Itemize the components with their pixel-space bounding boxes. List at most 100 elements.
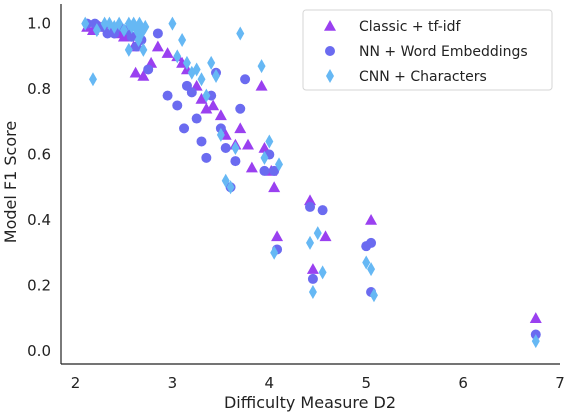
data-point-s2-15 bbox=[124, 42, 133, 57]
x-tick-label: 7 bbox=[555, 374, 564, 392]
data-point-s2-28 bbox=[216, 127, 225, 142]
data-point-s1-25 bbox=[230, 156, 241, 167]
data-point-s2-34 bbox=[260, 150, 269, 165]
x-tick-label: 2 bbox=[71, 374, 81, 392]
legend-marker bbox=[325, 46, 335, 56]
data-point-s2-45 bbox=[531, 334, 540, 349]
data-point-s1-12 bbox=[162, 90, 173, 101]
data-point-s2-18 bbox=[168, 16, 177, 31]
data-point-s1-36 bbox=[366, 237, 377, 248]
data-point-s0-33 bbox=[306, 263, 319, 274]
x-tick-label: 4 bbox=[265, 374, 275, 392]
data-points bbox=[81, 16, 542, 349]
data-point-s0-21 bbox=[214, 109, 227, 121]
data-point-s1-33 bbox=[307, 273, 318, 284]
data-point-s2-40 bbox=[313, 226, 322, 241]
data-point-s2-16 bbox=[134, 33, 143, 47]
data-point-s2-35 bbox=[265, 134, 274, 149]
data-point-s2-43 bbox=[367, 262, 376, 277]
data-point-s0-13 bbox=[161, 47, 174, 58]
data-point-s1-16 bbox=[186, 87, 197, 98]
data-point-s0-36 bbox=[529, 312, 542, 323]
data-point-s2-39 bbox=[308, 285, 317, 299]
y-tick-label: 0.8 bbox=[27, 80, 51, 98]
data-point-s2-41 bbox=[318, 265, 327, 280]
data-point-s2-38 bbox=[306, 235, 315, 250]
data-point-s0-27 bbox=[255, 79, 268, 91]
data-point-s0-9 bbox=[129, 66, 142, 78]
legend-label: Classic + tf-idf bbox=[359, 19, 462, 35]
data-point-s1-13 bbox=[172, 100, 183, 111]
data-point-s1-32 bbox=[305, 201, 316, 212]
data-point-s2-30 bbox=[226, 180, 235, 195]
data-point-s1-14 bbox=[179, 123, 190, 134]
data-point-s2-42 bbox=[362, 255, 371, 270]
data-point-s1-30 bbox=[269, 165, 280, 176]
data-point-s2-0 bbox=[81, 16, 90, 31]
data-point-s1-7 bbox=[126, 31, 137, 42]
data-point-s2-2 bbox=[92, 23, 101, 38]
x-tick-label: 3 bbox=[168, 374, 178, 392]
data-point-s0-10 bbox=[137, 70, 150, 81]
data-point-s1-18 bbox=[196, 136, 207, 147]
legend-label: NN + Word Embeddings bbox=[359, 44, 528, 60]
data-point-s2-14 bbox=[141, 19, 150, 34]
data-point-s0-25 bbox=[242, 138, 255, 150]
data-point-s0-30 bbox=[268, 181, 281, 193]
data-point-s1-11 bbox=[152, 28, 163, 39]
data-point-s1-26 bbox=[235, 103, 246, 114]
data-point-s2-21 bbox=[182, 55, 191, 70]
data-point-s1-28 bbox=[259, 165, 270, 176]
data-point-s2-26 bbox=[207, 55, 216, 70]
data-point-s2-1 bbox=[88, 72, 97, 87]
x-tick-label: 6 bbox=[458, 374, 468, 392]
data-point-s2-44 bbox=[369, 288, 378, 303]
y-axis-label: Model F1 Score bbox=[1, 121, 20, 243]
data-point-s2-37 bbox=[275, 157, 284, 172]
data-point-s2-19 bbox=[173, 49, 182, 64]
data-point-s0-24 bbox=[234, 122, 247, 134]
y-tick-label: 1.0 bbox=[27, 15, 51, 33]
data-point-s2-24 bbox=[197, 72, 206, 87]
y-tick-label: 0.0 bbox=[27, 342, 51, 360]
data-point-s0-35 bbox=[365, 214, 378, 225]
data-point-s1-34 bbox=[317, 205, 328, 216]
legend-marker bbox=[324, 20, 336, 31]
data-point-s0-18 bbox=[195, 92, 208, 104]
data-point-s2-36 bbox=[270, 245, 279, 260]
data-point-s1-27 bbox=[240, 74, 251, 85]
data-point-s2-6 bbox=[115, 16, 124, 31]
tick-labels: 2 3 4 5 6 7 0.0 0.2 0.4 0.6 0.8 1.0 bbox=[27, 15, 564, 392]
data-point-s0-12 bbox=[151, 40, 164, 52]
data-point-s2-17 bbox=[139, 42, 148, 57]
data-point-s0-32 bbox=[304, 194, 317, 206]
data-point-s2-7 bbox=[119, 23, 128, 38]
data-point-s2-23 bbox=[192, 62, 201, 77]
legend-box bbox=[302, 9, 553, 91]
data-point-s0-31 bbox=[271, 230, 284, 242]
y-tick-label: 0.4 bbox=[27, 211, 51, 229]
data-point-s0-19 bbox=[200, 102, 213, 114]
data-point-s2-32 bbox=[236, 26, 245, 41]
data-point-s0-20 bbox=[207, 99, 220, 111]
data-point-s2-3 bbox=[100, 16, 109, 31]
data-point-s1-10 bbox=[143, 64, 154, 75]
y-tick-label: 0.2 bbox=[27, 276, 51, 294]
data-point-s1-23 bbox=[220, 143, 231, 153]
data-point-s2-25 bbox=[202, 88, 211, 103]
data-point-s2-27 bbox=[212, 69, 221, 83]
x-axis-label: Difficulty Measure D2 bbox=[224, 393, 396, 412]
data-point-s2-20 bbox=[178, 33, 187, 47]
y-tick-label: 0.6 bbox=[27, 146, 51, 164]
data-point-s1-17 bbox=[191, 113, 202, 124]
data-point-s0-34 bbox=[319, 230, 332, 242]
data-point-s2-31 bbox=[231, 141, 240, 155]
legend-label: CNN + Characters bbox=[359, 69, 487, 85]
data-point-s2-33 bbox=[257, 59, 266, 74]
data-point-s1-19 bbox=[201, 152, 212, 163]
data-point-s2-29 bbox=[221, 173, 230, 188]
legend: Classic + tf-idf NN + Word Embeddings CNN … bbox=[302, 9, 553, 91]
data-point-s0-26 bbox=[245, 161, 258, 173]
legend-marker bbox=[326, 69, 334, 83]
